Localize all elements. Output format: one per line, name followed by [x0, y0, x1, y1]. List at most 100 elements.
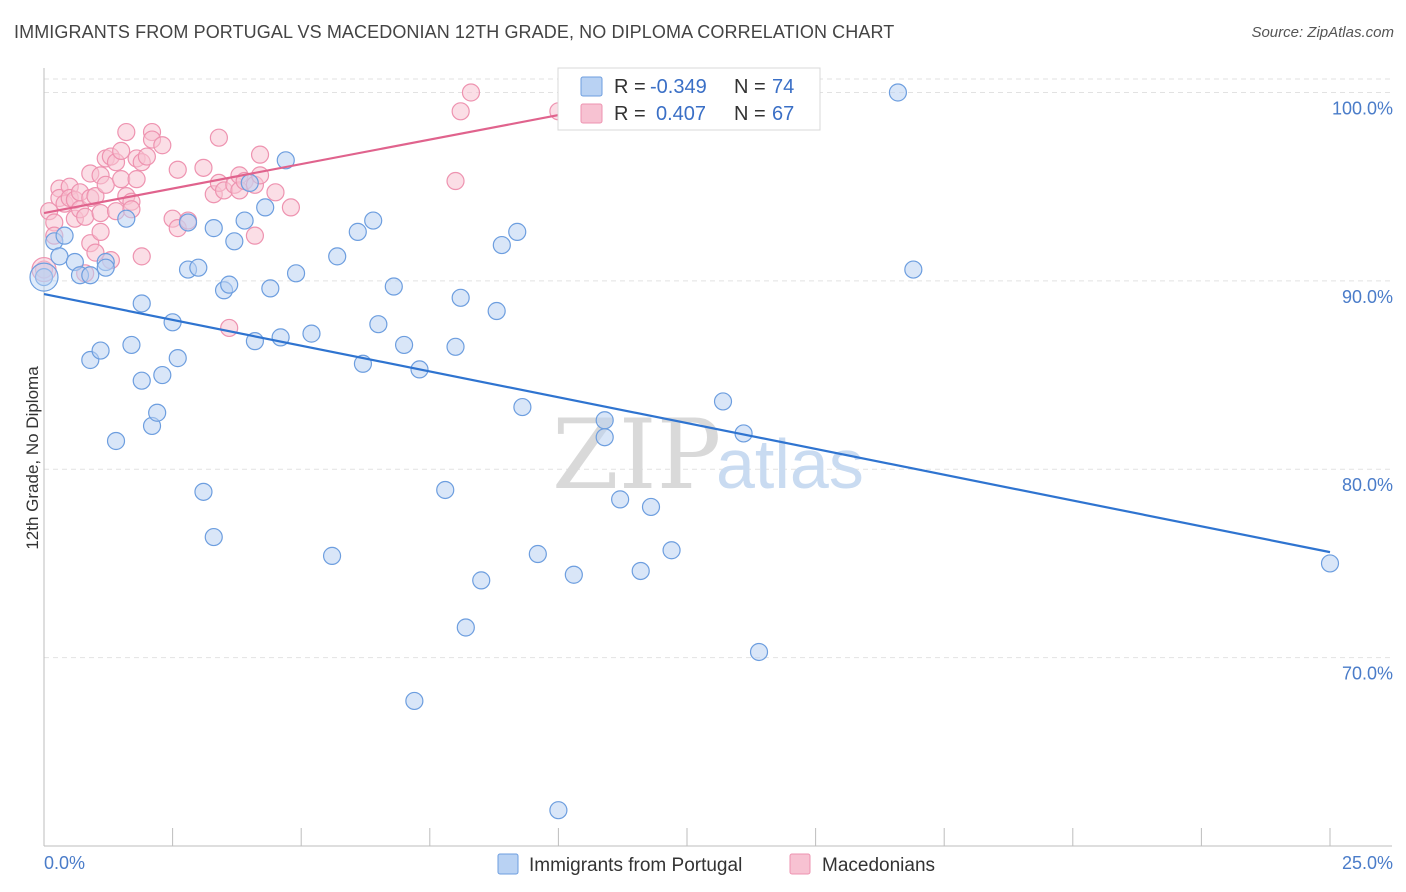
stats-r-label-blue: R = [614, 76, 646, 98]
portugal-point [631, 561, 650, 581]
portugal-point [153, 365, 172, 385]
axes [43, 68, 1392, 847]
portugal-point [487, 301, 506, 321]
portugal-point [611, 490, 630, 509]
stats-n-label-blue: N = [734, 76, 766, 98]
legend-item-portugal[interactable]: Immigrants from Portugal [497, 853, 742, 876]
macedonians-trend-line [43, 114, 559, 215]
macedonians-point [86, 186, 105, 206]
macedonians-point [132, 247, 151, 266]
macedonians-point [168, 160, 187, 179]
y-tick-label: 70.0% [1342, 664, 1393, 684]
portugal-point [117, 209, 136, 228]
portugal-point [302, 324, 321, 343]
legend-label-macedonians: Macedonians [822, 855, 935, 876]
y-axis-title: 12th Grade, No Diploma [23, 366, 42, 550]
portugal-point-cluster [29, 262, 59, 292]
macedonians-point [209, 128, 228, 147]
portugal-point [508, 222, 527, 241]
portugal-point [456, 618, 475, 637]
portugal-point [122, 335, 141, 355]
macedonians-point [451, 102, 470, 121]
grid-lines [44, 78, 1392, 659]
portugal-point [55, 226, 74, 245]
stats-r-value-pink: 0.407 [656, 103, 706, 125]
stats-r-label-pink: R = [614, 103, 646, 125]
stats-swatch-blue [580, 76, 603, 97]
macedonians-point [446, 171, 465, 191]
series-legend: Immigrants from Portugal Macedonians [497, 853, 935, 876]
macedonians-point [76, 207, 95, 226]
macedonians-point [127, 170, 146, 189]
macedonians-point [281, 198, 301, 217]
portugal-point [204, 527, 223, 547]
y-tick-labels: 70.0% 80.0% 90.0% 100.0% [1332, 98, 1393, 683]
portugal-point [276, 151, 295, 170]
portugal-point [513, 397, 532, 417]
portugal-point [168, 349, 187, 368]
portugal-point [528, 544, 547, 564]
portugal-point [564, 565, 583, 584]
y-tick-label: 90.0% [1342, 287, 1393, 307]
portugal-point [595, 428, 614, 447]
legend-item-macedonians[interactable]: Macedonians [789, 853, 935, 876]
portugal-trend-line [43, 292, 1331, 554]
portugal-point [641, 497, 661, 517]
macedonians-point [245, 226, 265, 245]
macedonians-point [220, 318, 239, 338]
macedonians-point [91, 222, 110, 241]
portugal-point [34, 267, 54, 287]
portugal-point [549, 801, 568, 820]
portugal-point [662, 541, 681, 560]
portugal-point [189, 258, 208, 277]
x-tick-label-min: 0.0% [44, 853, 85, 873]
watermark-zip: ZIP [552, 399, 721, 511]
series-macedonians [31, 83, 568, 338]
portugal-point [322, 546, 342, 565]
stats-n-label-pink: N = [734, 103, 766, 125]
portugal-point [446, 337, 465, 356]
portugal-point [888, 83, 908, 102]
portugal-point [148, 403, 167, 422]
stats-r-value-blue: -0.349 [650, 76, 707, 98]
portugal-point [451, 288, 470, 307]
portugal-point [106, 431, 126, 451]
legend-label-portugal: Immigrants from Portugal [529, 855, 742, 876]
portugal-point [595, 411, 614, 430]
portugal-point [1320, 554, 1340, 573]
stats-n-value-blue: 74 [772, 76, 794, 98]
x-tick-label-max: 25.0% [1342, 853, 1393, 873]
macedonians-point [153, 136, 172, 155]
macedonians-point [266, 183, 285, 202]
portugal-point [132, 294, 151, 313]
portugal-point [394, 335, 414, 355]
portugal-point [240, 173, 259, 193]
macedonians-point [112, 141, 131, 160]
portugal-point [194, 482, 213, 501]
macedonians-point [461, 83, 481, 102]
portugal-point [163, 313, 182, 332]
portugal-point [132, 371, 151, 390]
portugal-point [328, 247, 347, 266]
portugal-point [96, 258, 115, 277]
macedonians-point [96, 175, 115, 194]
portugal-point [492, 235, 511, 255]
portugal-point [436, 480, 455, 500]
macedonians-point [112, 170, 131, 189]
macedonians-point [137, 147, 156, 166]
portugal-point [384, 277, 403, 296]
legend-swatch-blue [497, 853, 519, 875]
stats-n-value-pink: 67 [772, 103, 794, 125]
legend-swatch-pink [789, 853, 811, 875]
portugal-point [204, 219, 223, 238]
macedonians-point [117, 122, 136, 142]
portugal-point [364, 211, 383, 230]
trend-lines [43, 114, 1331, 554]
series-portugal [29, 83, 1340, 820]
portugal-point [749, 642, 769, 662]
portugal-point [235, 211, 254, 230]
portugal-point [369, 315, 388, 334]
portugal-point [713, 392, 733, 411]
y-tick-label: 80.0% [1342, 475, 1393, 495]
